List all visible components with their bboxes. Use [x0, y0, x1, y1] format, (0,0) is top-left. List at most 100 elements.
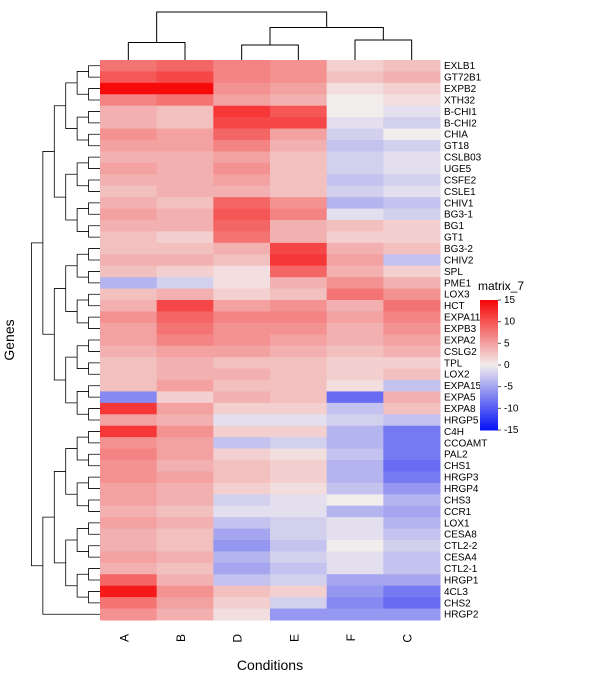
heatmap-cell: [157, 117, 214, 129]
heatmap-cell: [157, 540, 214, 552]
row-label: EXPA15: [444, 381, 481, 392]
heatmap-cell: [327, 357, 384, 369]
col-label: B: [174, 634, 188, 642]
row-label: BG3-2: [444, 244, 473, 255]
heatmap-cell: [213, 129, 270, 141]
heatmap-cell: [157, 163, 214, 175]
heatmap-cell: [213, 94, 270, 106]
heatmap-cell: [383, 266, 440, 278]
heatmap-cell: [327, 426, 384, 438]
row-dendro-branch: [89, 294, 100, 305]
heatmap-cell: [100, 449, 157, 461]
heatmap-cell: [383, 254, 440, 266]
row-dendro-branch: [89, 271, 100, 282]
heatmap-cell: [100, 83, 157, 95]
row-label: GT18: [444, 141, 469, 152]
heatmap-cell: [270, 563, 327, 575]
row-label: GT72B1: [444, 73, 482, 84]
row-label: EXPA11: [444, 313, 481, 324]
heatmap-cell: [213, 483, 270, 495]
heatmap-cell: [157, 506, 214, 518]
heatmap-cell: [157, 437, 214, 449]
heatmap-cell: [270, 403, 327, 415]
heatmap-cell: [383, 174, 440, 186]
heatmap-cell: [213, 551, 270, 563]
heatmap-cell: [213, 243, 270, 255]
heatmap-cell: [213, 609, 270, 621]
heatmap-cell: [213, 231, 270, 243]
heatmap-cell: [270, 231, 327, 243]
row-label: CHS1: [444, 461, 471, 472]
heatmap-cell: [270, 506, 327, 518]
heatmap-cell: [157, 277, 214, 289]
heatmap-cell: [213, 71, 270, 83]
heatmap-cell: [157, 197, 214, 209]
heatmap-cell: [213, 220, 270, 232]
row-dendro-branch: [77, 529, 88, 552]
heatmap-cell: [213, 529, 270, 541]
heatmap-cell: [383, 483, 440, 495]
heatmap-cell: [270, 517, 327, 529]
heatmap-cell: [100, 277, 157, 289]
heatmap-cell: [327, 483, 384, 495]
heatmap-cell: [383, 609, 440, 621]
row-dendro-branch: [89, 454, 100, 465]
heatmap-cell: [327, 506, 384, 518]
legend-tick: 15: [504, 295, 516, 306]
heatmap-cell: [270, 323, 327, 335]
heatmap-cell: [383, 403, 440, 415]
heatmap-cell: [100, 117, 157, 129]
heatmap-cell: [157, 220, 214, 232]
heatmap-cell: [100, 586, 157, 598]
heatmap-cell: [100, 334, 157, 346]
row-label: BG1: [444, 221, 464, 232]
heatmap-cell: [327, 186, 384, 198]
row-dendro-branch: [89, 500, 100, 511]
heatmap-cell: [383, 311, 440, 323]
legend-tick: 0: [504, 360, 510, 371]
row-label: CSLE1: [444, 187, 476, 198]
row-label: EXLB1: [444, 61, 476, 72]
heatmap-cell: [157, 186, 214, 198]
heatmap-figure: EXLB1GT72B1EXPB2XTH32B-CHI1B-CHI2CHIAGT1…: [0, 0, 600, 700]
heatmap-cell: [100, 517, 157, 529]
row-dendro-branch: [43, 151, 54, 334]
heatmap-cell: [383, 129, 440, 141]
heatmap-cell: [213, 323, 270, 335]
heatmap-cell: [157, 460, 214, 472]
heatmap-cell: [213, 174, 270, 186]
row-label: XTH32: [444, 95, 476, 106]
col-dendro-branch: [270, 28, 383, 46]
heatmap-cell: [100, 357, 157, 369]
heatmap-cell: [270, 369, 327, 381]
heatmap-cell: [270, 460, 327, 472]
row-label: EXPA8: [444, 404, 476, 415]
heatmap-cell: [383, 231, 440, 243]
row-dendro-branch: [89, 340, 100, 351]
row-dendro-branch: [54, 471, 65, 562]
row-dendro-branch: [77, 483, 88, 506]
heatmap-cell: [100, 506, 157, 518]
heatmap-cell: [100, 609, 157, 621]
col-dendro-branch: [355, 40, 412, 60]
row-dendro-branch: [89, 523, 100, 534]
heatmap-cell: [383, 551, 440, 563]
heatmap-cell: [270, 391, 327, 403]
heatmap-cell: [157, 231, 214, 243]
row-dendro-branch: [89, 66, 100, 77]
row-label: TPL: [444, 358, 463, 369]
row-dendro-branch: [66, 540, 77, 586]
row-dendro-branch: [66, 449, 77, 495]
row-label: CESA8: [444, 530, 477, 541]
col-label: C: [401, 634, 415, 643]
heatmap-cell: [383, 346, 440, 358]
heatmap-cell: [100, 186, 157, 198]
row-dendro-branch: [77, 346, 88, 369]
heatmap-cell: [270, 220, 327, 232]
row-dendro-branch: [89, 226, 100, 237]
row-label: HRGP3: [444, 473, 479, 484]
heatmap-cell: [270, 586, 327, 598]
heatmap-cell: [213, 357, 270, 369]
row-dendro-branch: [77, 163, 88, 186]
heatmap-cell: [383, 243, 440, 255]
